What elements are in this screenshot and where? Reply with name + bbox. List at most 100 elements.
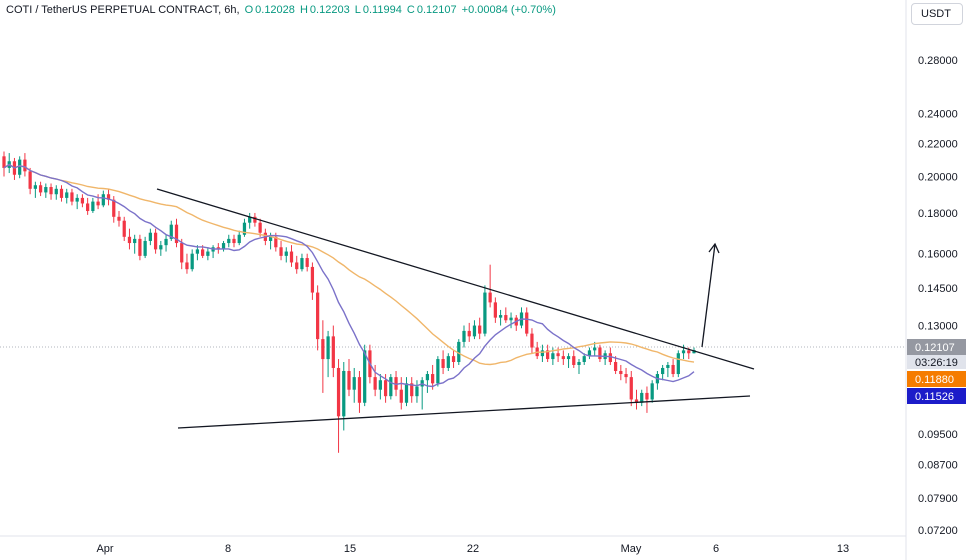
- candle-down: [127, 236, 132, 244]
- close-value: 0.12107: [416, 4, 457, 16]
- candle-down: [49, 187, 53, 195]
- candle-down: [383, 380, 388, 397]
- candle-down: [634, 399, 639, 403]
- countdown-tag: [907, 355, 966, 369]
- candle-down: [619, 370, 623, 375]
- candle-up: [415, 386, 419, 397]
- candle-down: [258, 222, 262, 233]
- candle-up: [44, 187, 48, 193]
- candle-down: [530, 333, 534, 348]
- time-axis[interactable]: Apr 8 15 22 May 6 13: [96, 543, 849, 555]
- low-label: L: [354, 4, 361, 16]
- time-tick-label: 13: [837, 543, 849, 555]
- candle-up: [566, 356, 571, 360]
- candle-down: [310, 266, 315, 293]
- candle-down: [629, 377, 633, 400]
- candle-up: [498, 315, 503, 318]
- time-tick-label: 15: [344, 543, 356, 555]
- price-tick-label: 0.07200: [918, 525, 958, 537]
- price-tick-label: 0.24000: [918, 108, 958, 120]
- candle-down: [357, 377, 362, 403]
- currency-selector-button[interactable]: USDT: [911, 3, 963, 25]
- price-tick-label: 0.14500: [918, 283, 958, 295]
- candle-down: [525, 312, 529, 334]
- candle-up: [593, 347, 597, 351]
- candle-up: [133, 238, 137, 244]
- candle-down: [289, 251, 294, 263]
- breakout-arrow-line[interactable]: [701, 243, 716, 348]
- candle-down: [561, 356, 565, 360]
- candle-down: [96, 201, 100, 206]
- candle-up: [650, 383, 654, 400]
- candle-down: [556, 353, 560, 357]
- candle-up: [436, 359, 440, 384]
- resistance-trendline[interactable]: [156, 188, 755, 370]
- time-tick-label: 8: [225, 543, 231, 555]
- candle-down: [112, 199, 116, 217]
- candle-down: [347, 370, 351, 390]
- candle-down: [28, 171, 32, 189]
- open-value: 0.12028: [255, 4, 295, 16]
- ma-slow-tag-text: 0.11880: [915, 374, 954, 386]
- candle-up: [33, 185, 37, 189]
- candle-up: [462, 330, 466, 342]
- candle-down: [138, 238, 142, 256]
- candle-up: [284, 251, 288, 256]
- candle-up: [681, 350, 686, 354]
- candle-down: [59, 188, 64, 198]
- candle-down: [488, 292, 492, 303]
- ma-fast-tag-text: 0.11526: [915, 391, 954, 403]
- candle-down: [331, 336, 335, 368]
- candle-down: [373, 377, 377, 390]
- candle-down: [410, 383, 414, 397]
- candle-down: [232, 238, 236, 244]
- candle-down: [431, 374, 435, 384]
- candle-up: [190, 253, 194, 270]
- candle-up: [472, 325, 477, 337]
- candle-down: [106, 194, 111, 200]
- price-tick-label: 0.22000: [918, 139, 958, 151]
- candle-down: [394, 377, 398, 390]
- candle-up: [75, 197, 79, 202]
- candle-down: [451, 356, 456, 363]
- candle-up: [404, 383, 409, 403]
- candle-down: [185, 262, 189, 270]
- candle-down: [441, 359, 445, 368]
- candle-up: [300, 258, 304, 270]
- candle-down: [467, 330, 471, 337]
- ma-fast-line: [3, 163, 695, 388]
- candle-down: [23, 159, 27, 172]
- candle-up: [692, 350, 696, 354]
- price-tick-label: 0.18000: [918, 208, 958, 220]
- candle-down: [493, 302, 497, 318]
- candle-down: [572, 356, 576, 365]
- candle-down: [180, 243, 184, 263]
- candle-down: [687, 350, 691, 354]
- price-tick-label: 0.28000: [918, 55, 958, 67]
- candle-down: [174, 224, 179, 244]
- candle-up: [65, 192, 69, 198]
- candle-down: [671, 364, 675, 375]
- candle-up: [661, 367, 665, 375]
- candle-down: [305, 258, 309, 267]
- candle-up: [640, 392, 644, 403]
- candle-up: [159, 245, 163, 250]
- symbol-label: COTI / TetherUS PERPETUAL CONTRACT, 6h,: [6, 4, 240, 16]
- countdown-tag-text: 03:26:19: [915, 357, 958, 369]
- high-label: H: [299, 4, 308, 16]
- candle-down: [336, 367, 341, 417]
- candle-up: [378, 380, 382, 390]
- candle-up: [483, 292, 487, 334]
- candle-up: [666, 364, 670, 368]
- candle-up: [582, 356, 586, 363]
- candle-down: [504, 315, 508, 321]
- low-value: 0.11994: [362, 4, 402, 16]
- price-axis[interactable]: 0.28000 0.24000 0.22000 0.20000 0.18000 0.160…: [918, 55, 958, 537]
- candle-up: [206, 251, 210, 256]
- change-value: +0.00084 (+0.70%): [461, 4, 556, 16]
- candle-down: [399, 389, 403, 403]
- support-trendline[interactable]: [177, 395, 751, 429]
- price-tick-label: 0.08700: [918, 460, 958, 472]
- candle-up: [221, 243, 226, 250]
